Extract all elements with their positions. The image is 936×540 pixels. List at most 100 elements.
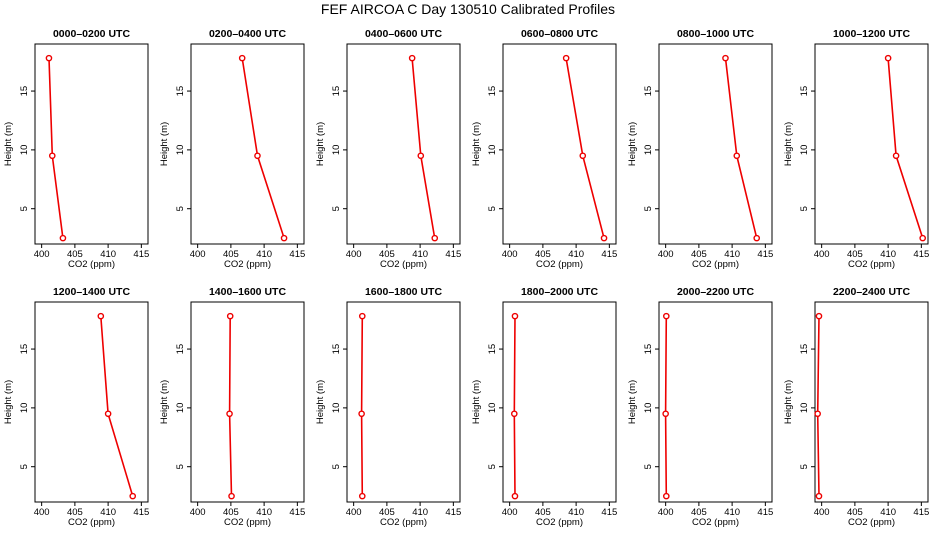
y-tick-label: 10 (643, 403, 654, 414)
profile-point (663, 492, 670, 500)
profile-line (241, 57, 285, 239)
profile-point (510, 410, 518, 418)
x-tick-label: 405 (67, 507, 83, 518)
profile-point (238, 54, 246, 62)
x-tick-label: 415 (289, 249, 305, 260)
y-tick-label: 15 (487, 344, 498, 355)
x-tick-label: 400 (190, 507, 206, 518)
x-tick-label: 400 (658, 249, 674, 260)
x-axis-label: CO2 (ppm) (848, 517, 895, 528)
y-tick-label: 10 (19, 403, 30, 414)
x-tick-label: 410 (568, 507, 584, 518)
profile-point (892, 152, 900, 160)
y-axis-label: Height (m) (471, 380, 482, 424)
plot-frame (190, 301, 305, 503)
x-tick-label: 415 (913, 507, 929, 518)
x-tick-label: 400 (502, 249, 518, 260)
y-tick-label: 5 (799, 206, 810, 211)
x-tick-label: 405 (223, 507, 239, 518)
profile-panel-2: 0400–0600 UTC 400 405 410 415 CO2 (ppm) 5 10 15 H… (315, 28, 461, 270)
panel-title: 1600–1800 UTC (365, 286, 442, 298)
plot-frame (814, 301, 929, 503)
plot-frame (34, 301, 149, 503)
panel-title: 0400–0600 UTC (365, 28, 442, 40)
y-tick-label: 5 (487, 206, 498, 211)
profile-point (280, 234, 288, 242)
y-tick-label: 10 (331, 403, 342, 414)
y-tick-label: 5 (19, 206, 30, 211)
y-axis-label: Height (m) (627, 380, 638, 424)
y-tick-label: 15 (487, 86, 498, 97)
y-tick-label: 10 (487, 403, 498, 414)
x-tick-label: 405 (67, 249, 83, 260)
x-tick-label: 410 (412, 507, 428, 518)
profile-point (417, 152, 425, 160)
x-tick-label: 405 (847, 249, 863, 260)
panel-title: 0600–0800 UTC (521, 28, 598, 40)
x-tick-label: 415 (601, 507, 617, 518)
profile-line (411, 58, 436, 239)
y-tick-label: 10 (643, 145, 654, 156)
plot-frame (814, 43, 929, 245)
y-tick-label: 10 (175, 145, 186, 156)
y-tick-label: 15 (799, 86, 810, 97)
x-tick-label: 400 (34, 507, 50, 518)
y-axis-label: Height (m) (315, 380, 326, 424)
x-tick-label: 400 (34, 249, 50, 260)
x-tick-label: 415 (289, 507, 305, 518)
profile-point (919, 234, 926, 242)
profile-point (579, 152, 587, 160)
profile-line (887, 58, 924, 239)
profile-point (104, 410, 112, 418)
x-tick-label: 410 (880, 249, 896, 260)
y-tick-label: 10 (19, 145, 30, 156)
y-tick-label: 10 (799, 145, 810, 156)
y-tick-label: 10 (331, 145, 342, 156)
x-tick-label: 405 (535, 507, 551, 518)
profile-point (722, 54, 729, 62)
x-axis-label: CO2 (ppm) (692, 259, 739, 270)
y-axis-label: Height (m) (783, 122, 794, 166)
profile-point (753, 234, 761, 242)
panel-title: 1400–1600 UTC (209, 286, 286, 298)
plot-frame (190, 43, 305, 245)
x-tick-label: 400 (190, 249, 206, 260)
profile-panel-9: 1800–2000 UTC 400 405 410 415 CO2 (ppm) 5 10 15 H… (471, 286, 617, 528)
x-axis-label: CO2 (ppm) (536, 259, 583, 270)
x-axis-label: CO2 (ppm) (68, 517, 115, 528)
x-tick-label: 415 (445, 507, 461, 518)
profile-panel-1: 0200–0400 UTC 400 405 410 415 CO2 (ppm) 5 10 15 H… (159, 28, 305, 270)
panel-title: 2200–2400 UTC (833, 286, 910, 298)
y-axis-label: Height (m) (3, 380, 14, 424)
y-tick-label: 5 (643, 464, 654, 469)
x-tick-label: 415 (913, 249, 929, 260)
x-axis-label: CO2 (ppm) (380, 517, 427, 528)
x-axis-label: CO2 (ppm) (848, 259, 895, 270)
profile-point (228, 492, 235, 500)
x-tick-label: 400 (658, 507, 674, 518)
profile-panel-10: 2000–2200 UTC 400 405 410 415 CO2 (ppm) 5 10 15 H… (627, 286, 773, 528)
y-tick-label: 5 (175, 464, 186, 469)
profile-point (511, 492, 519, 500)
profile-point (358, 410, 365, 418)
x-axis-label: CO2 (ppm) (536, 517, 583, 528)
profile-line (565, 57, 605, 239)
profile-panel-6: 1200–1400 UTC 400 405 410 415 CO2 (ppm) 5 10 15 H… (3, 286, 149, 528)
profile-panel-4: 0800–1000 UTC 400 405 410 415 CO2 (ppm) 5 10 15 H… (627, 28, 773, 270)
x-tick-label: 405 (691, 507, 707, 518)
y-tick-label: 5 (643, 206, 654, 211)
plot-frame (502, 301, 617, 503)
panel-title: 1800–2000 UTC (521, 286, 598, 298)
profile-panel-11: 2200–2400 UTC 400 405 410 415 CO2 (ppm) 5 10 15 H… (783, 286, 929, 528)
y-axis-label: Height (m) (159, 380, 170, 424)
y-tick-label: 5 (19, 464, 30, 469)
x-tick-label: 405 (379, 249, 395, 260)
x-tick-label: 410 (256, 507, 272, 518)
profile-point (815, 312, 823, 320)
x-tick-label: 400 (502, 507, 518, 518)
profile-point (48, 152, 56, 160)
profile-line (816, 316, 820, 497)
x-tick-label: 410 (880, 507, 896, 518)
plot-frame (502, 43, 617, 245)
